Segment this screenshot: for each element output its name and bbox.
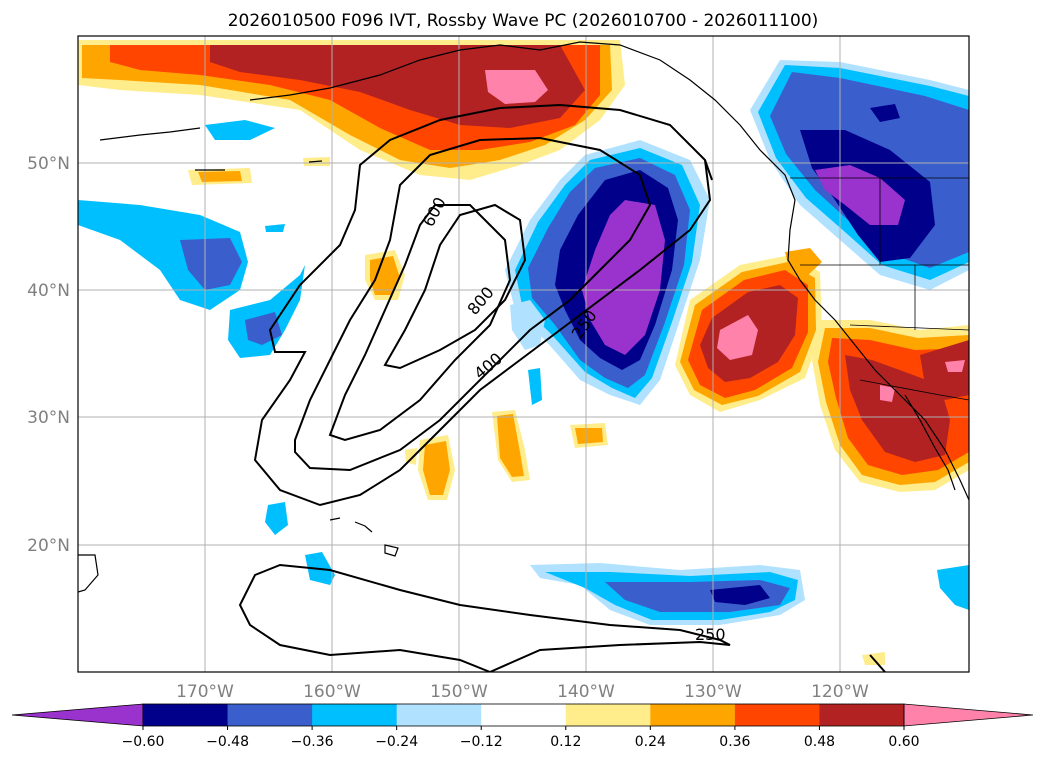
ivt-contour-250-right [704,159,713,181]
negative-anomaly-south [510,300,969,625]
lon-tick-label: 130°W [684,682,742,702]
map-contents: 600 800 400 250 250 [78,36,969,672]
lon-tick-labels: 170°W 160°W 150°W 140°W 130°W 120°W [176,682,869,702]
ivt-contour-400 [294,136,652,472]
lon-tick-label: 150°W [430,682,488,702]
chart-title: 2026010500 F096 IVT, Rossby Wave PC (202… [228,11,819,31]
colorbar-segment [650,704,736,726]
colorbar-tick-label: 0.24 [635,734,666,750]
negative-anomaly-central [505,140,710,405]
colorbar-tick-label: −0.48 [206,734,249,750]
colorbar-labels: −0.60 −0.48 −0.36 −0.24 −0.12 0.12 0.24 0.36 0.4… [122,726,920,750]
colorbar-tick-label: 0.60 [888,734,919,750]
lat-tick-label: 50°N [27,154,70,174]
positive-anomaly-small [188,157,885,665]
ivt-contours [238,103,886,672]
ivt-contour-800 [383,203,527,370]
colorbar-tick-label: −0.12 [460,734,503,750]
lon-tick-label: 140°W [557,682,615,702]
colorbar-segment [734,704,820,726]
colorbar-tick-label: −0.24 [375,734,418,750]
lat-tick-labels: 50°N 40°N 30°N 20°N [27,154,70,556]
lon-tick-label: 120°W [811,682,869,702]
map-gridlines [78,36,969,672]
ivt-contour-250-se [869,654,886,672]
colorbar-segment [227,704,313,726]
lat-tick-label: 30°N [27,408,70,428]
positive-anomaly-north-pacific [78,40,625,180]
ivt-contour-250-main [253,103,712,507]
colorbar [11,703,1034,727]
colorbar-extend-max [903,703,1034,727]
colorbar-tick-label: 0.12 [550,734,581,750]
colorbar-tick-label: −0.60 [122,734,165,750]
ivt-contour-600 [328,204,512,442]
colorbar-segment [143,704,229,726]
colorbar-tick-label: 0.36 [719,734,750,750]
colorbar-frame [142,703,905,727]
colorbar-tick-label: 0.48 [804,734,835,750]
colorbar-extend-min [11,703,144,727]
lon-tick-label: 170°W [176,682,234,702]
colorbar-segment [819,704,905,726]
positive-anomaly-california [675,248,969,492]
colorbar-tick-label: −0.36 [291,734,334,750]
colorbar-segment [396,704,482,726]
map-frame [77,35,970,673]
lat-tick-label: 40°N [27,281,70,301]
colorbar-segment [565,704,651,726]
coastlines [78,41,969,593]
ivt-contour-250-south [238,563,731,672]
colorbar-segment [312,704,398,726]
ivt-label-250-south: 250 [695,625,726,644]
lon-tick-label: 160°W [303,682,361,702]
colorbar-segment [481,704,567,726]
lat-tick-label: 20°N [27,536,70,556]
political-borders [790,177,969,401]
